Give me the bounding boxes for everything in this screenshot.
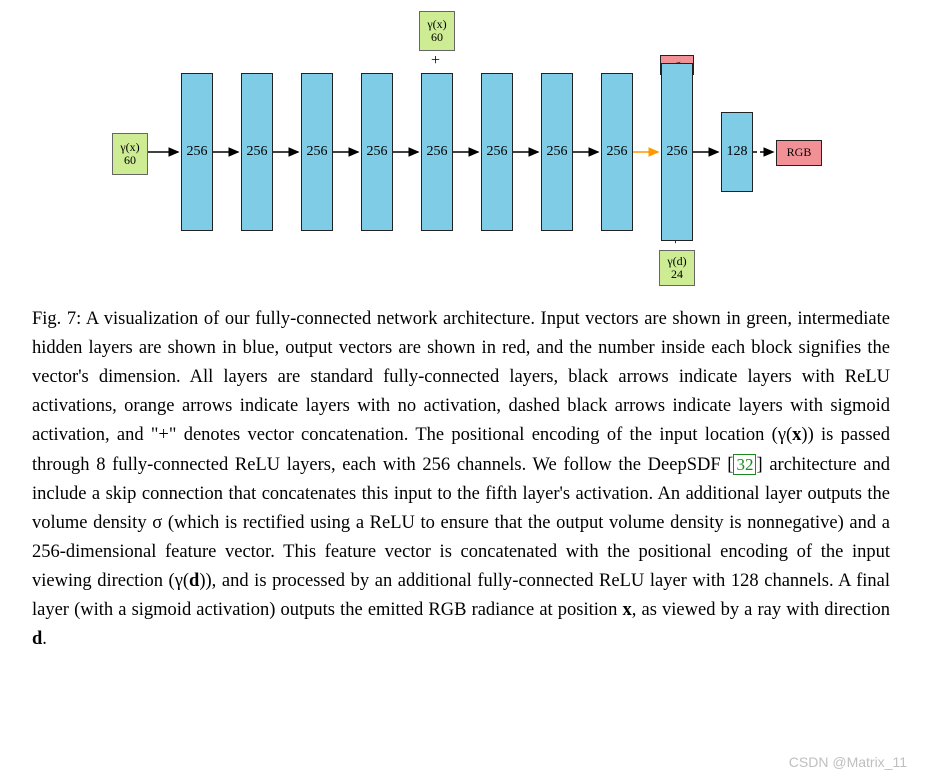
cap-x2: x bbox=[623, 600, 632, 620]
figure-caption: Fig. 7: A visualization of our fully-con… bbox=[32, 305, 890, 654]
cap-prefix: Fig. 7: A visualization of our fully-con… bbox=[32, 309, 890, 445]
cap-d1: d bbox=[189, 571, 199, 591]
arrows-svg bbox=[0, 0, 927, 290]
cap-tail: . bbox=[42, 629, 47, 649]
cap-d2: d bbox=[32, 629, 42, 649]
citation-32: 32 bbox=[733, 454, 756, 475]
architecture-diagram: γ(x) 60 γ(x) 60 + σ + γ(d) 24 RGB 256256… bbox=[0, 0, 927, 290]
watermark: CSDN @Matrix_11 bbox=[789, 754, 907, 770]
cap-mid4: , as viewed by a ray with direction bbox=[632, 600, 890, 620]
